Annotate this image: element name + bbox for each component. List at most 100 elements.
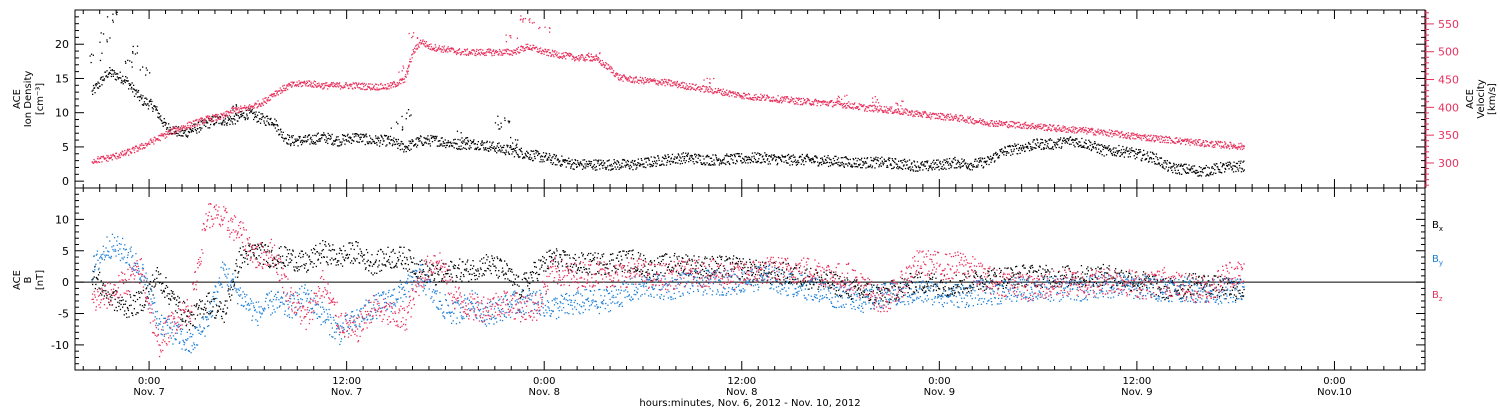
data-point [522, 47, 524, 49]
data-point [829, 165, 832, 167]
data-point [407, 70, 409, 72]
data-point [382, 138, 384, 140]
data-point [422, 144, 425, 146]
data-point [572, 55, 574, 58]
data-point [372, 87, 374, 89]
data-point [338, 82, 341, 84]
data-point [918, 111, 920, 114]
data-point [522, 19, 524, 21]
data-point [1142, 154, 1144, 157]
data-point [483, 52, 485, 54]
data-point [1217, 144, 1219, 146]
data-point [767, 97, 769, 99]
data-point [240, 111, 242, 113]
data-point [288, 134, 290, 137]
data-point [316, 86, 318, 88]
data-point [745, 155, 747, 158]
data-point [112, 153, 114, 155]
data-point [982, 167, 984, 169]
data-point [664, 155, 667, 158]
data-point [873, 110, 875, 112]
data-point [753, 155, 755, 157]
data-point [1054, 127, 1056, 129]
data-point [497, 51, 499, 53]
data-point [170, 129, 172, 131]
data-point [167, 130, 169, 132]
data-point [838, 161, 840, 163]
data-point [633, 77, 635, 79]
data-point [106, 154, 108, 157]
data-point [965, 162, 967, 164]
data-point [810, 104, 812, 106]
data-point [661, 156, 664, 158]
data-point [174, 132, 177, 134]
data-point [391, 139, 393, 141]
data-point [276, 130, 278, 132]
data-point [224, 118, 227, 120]
data-point [291, 135, 293, 137]
data-point [846, 107, 848, 109]
data-point [1149, 156, 1151, 159]
data-point [1086, 133, 1088, 135]
data-point [1156, 163, 1158, 165]
data-point [735, 163, 737, 165]
data-point [395, 121, 398, 123]
data-point [162, 134, 164, 136]
data-point [154, 105, 156, 107]
data-point [971, 164, 973, 167]
data-point [1232, 171, 1235, 173]
data-point [599, 52, 601, 54]
data-point [1161, 163, 1163, 166]
data-point [598, 159, 600, 161]
data-point [912, 170, 915, 172]
data-point [1109, 148, 1111, 150]
data-point [1178, 139, 1180, 141]
data-point [1128, 150, 1130, 152]
data-point [277, 94, 279, 96]
data-point [1119, 136, 1121, 139]
data-point [93, 271, 95, 273]
data-point [421, 40, 424, 42]
data-point [1143, 149, 1145, 152]
data-point [748, 98, 750, 100]
data-point [920, 114, 922, 116]
data-point [847, 165, 849, 167]
data-point [595, 55, 597, 57]
data-point [943, 119, 945, 121]
data-point [100, 76, 103, 78]
data-point [1069, 129, 1071, 131]
data-point [876, 159, 879, 161]
data-point [191, 123, 193, 125]
data-point [353, 140, 355, 142]
data-point [874, 167, 876, 169]
data-point [272, 93, 274, 95]
data-point [125, 153, 127, 155]
data-point [272, 123, 274, 125]
data-point [550, 159, 553, 161]
data-point [619, 77, 622, 79]
data-point [473, 139, 475, 141]
data-point [866, 157, 868, 160]
data-point [755, 161, 757, 163]
data-point [269, 99, 272, 101]
data-point [1134, 151, 1136, 153]
data-point [332, 85, 334, 87]
data-point [971, 121, 973, 123]
data-point [105, 160, 108, 162]
data-point [134, 53, 137, 55]
data-point [602, 62, 604, 64]
data-point [1155, 155, 1157, 158]
data-point [554, 50, 556, 52]
data-point [726, 89, 728, 91]
data-point [89, 55, 91, 57]
data-point [111, 159, 113, 161]
data-point [1204, 167, 1206, 169]
data-point [184, 125, 187, 127]
data-point [302, 140, 304, 142]
data-point [516, 37, 518, 39]
data-point [552, 156, 554, 158]
data-point [345, 139, 348, 141]
data-point [289, 85, 291, 87]
data-point [200, 118, 202, 120]
data-point [548, 49, 550, 51]
